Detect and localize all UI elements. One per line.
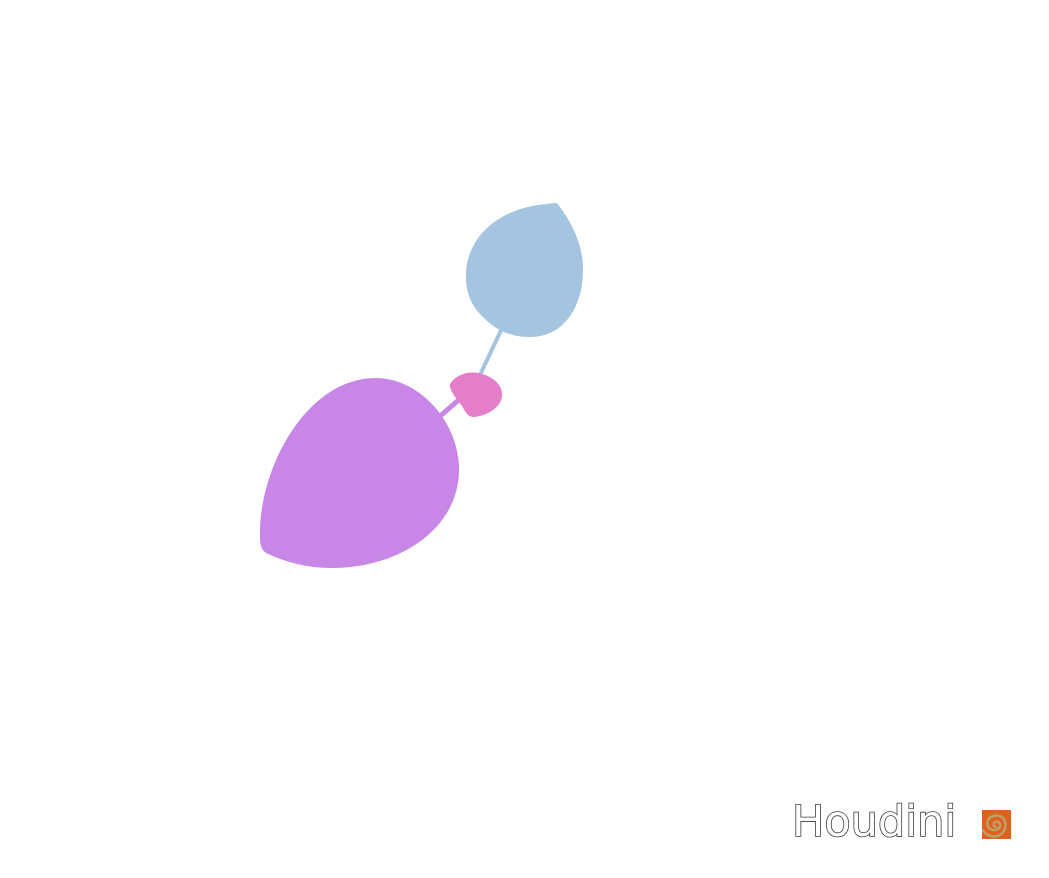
watermark-text: Houdini [792, 797, 956, 846]
upper-stem [478, 324, 505, 377]
houdini-logo: Houdini [791, 796, 1011, 848]
large-leaf [260, 378, 460, 568]
houdini-spiral-icon [981, 810, 1011, 839]
upper-leaf [465, 203, 584, 337]
small-leaf [449, 372, 503, 417]
houdini-watermark: Houdini [790, 796, 1015, 848]
